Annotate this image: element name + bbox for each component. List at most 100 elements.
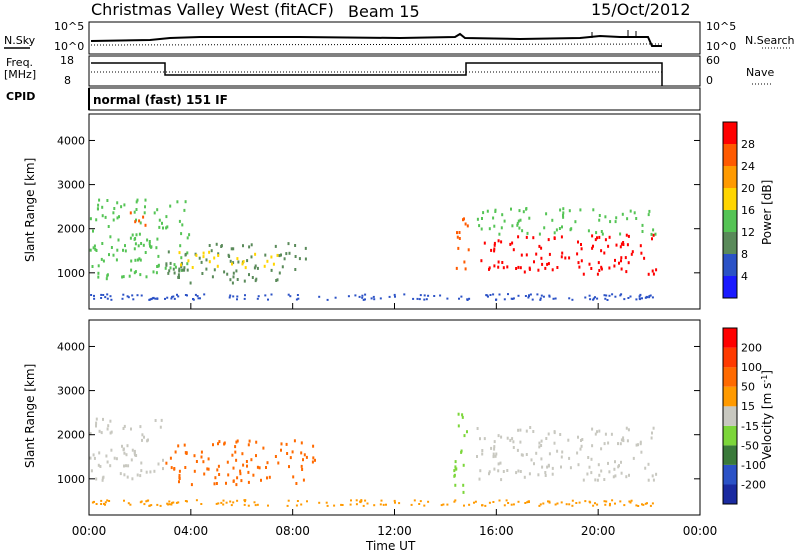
power-scatter-cell [97,275,100,279]
power-scatter-cell [195,253,198,257]
power-ground-scatter-cell [592,297,595,300]
power-scatter-cell [226,272,229,276]
velocity-scatter-cell [591,427,594,431]
power-scatter-cell [254,264,257,268]
velocity-scatter-cell [594,478,597,482]
nsearch-label: N.Search [745,34,795,47]
velocity-scatter-cell [213,482,216,486]
velocity-ground-scatter-cell [578,501,581,504]
velocity-ground-scatter-cell [548,501,551,504]
power-scatter-cell [237,260,240,264]
power-ground-scatter-cell [539,297,542,300]
power-scatter-cell [122,248,124,252]
power-scatter-cell [528,266,531,270]
power-scatter-cell [133,210,136,214]
velocity-ground-scatter-cell [604,503,607,506]
velocity-ground-scatter-cell [232,501,235,504]
power-scatter-cell [598,214,601,217]
velocity-scatter-cell [266,461,269,465]
power-scatter-cell [467,248,470,252]
power-scatter-cell [183,268,186,272]
power-ground-scatter-cell [257,295,260,298]
velocity-scatter-cell [203,472,206,476]
power-scatter-cell [497,239,500,243]
power-scatter-cell [651,269,654,273]
power-scatter-cell [93,244,96,248]
velocity-scatter-cell [488,470,491,474]
power-scatter-cell [92,246,95,250]
power-ground-scatter-cell [619,294,622,297]
velocity-scatter-cell [652,478,655,482]
power-scatter-cell [643,256,646,260]
velocity-ground-scatter-cell [172,501,175,504]
power-ground-scatter-cell [106,293,109,296]
power-colorbar-swatch [723,232,737,254]
power-scatter-cell [556,266,559,269]
power-scatter-cell [189,281,192,285]
velocity-scatter-cell [105,454,108,458]
power-scatter-cell [208,244,211,247]
velocity-ground-scatter-cell [220,501,223,504]
power-scatter-cell [652,272,655,276]
power-ground-scatter-cell [418,298,421,301]
power-scatter-cell [184,200,187,204]
power-scatter-cell [187,259,190,263]
power-scatter-cell [135,218,137,222]
velocity-scatter-cell [123,424,126,428]
power-ground-scatter-cell [419,294,422,297]
power-ground-scatter-cell [489,294,492,296]
velocity-ylabel: Slant Range [km] [23,364,37,468]
beam-label: Beam 15 [348,2,420,21]
power-scatter-cell [498,232,501,236]
velocity-scatter-cell [556,449,559,453]
velocity-scatter-cell [655,472,658,476]
power-scatter-cell [497,265,500,269]
power-scatter-cell [131,233,134,237]
power-ground-scatter-cell [358,295,361,298]
velocity-ground-scatter-cell [200,503,203,505]
power-ground-scatter-cell [176,293,178,296]
velocity-scatter-cell [493,445,496,449]
velocity-ground-scatter-cell [236,499,239,502]
velocity-ground-scatter-cell [140,500,143,503]
power-ground-scatter-cell [196,295,199,298]
velocity-scatter-cell [497,462,500,466]
velocity-scatter-cell [515,471,518,475]
velocity-ground-scatter-cell [100,499,103,502]
power-colorbar-swatch [723,166,737,188]
power-scatter-cell [562,215,565,219]
velocity-scatter-cell [288,465,290,469]
power-scatter-cell [180,256,183,260]
velocity-ground-scatter-cell [300,503,303,506]
velocity-scatter-cell [239,469,242,473]
power-scatter-cell [178,269,181,273]
velocity-scatter-cell [544,474,547,477]
velocity-scatter-cell [95,421,98,425]
power-ground-scatter-cell [297,297,300,300]
velocity-y-axis: 1000 2000 3000 4000 [57,340,700,486]
power-scatter-cell [463,217,465,221]
power-ytick-label: 3000 [57,179,85,192]
power-scatter-cell [266,259,269,263]
velocity-scatter-cell [247,470,250,474]
power-scatter-cell [633,211,636,215]
power-ground-scatter-cell [492,293,495,296]
velocity-ground-scatter-cell [147,499,150,502]
power-scatter-cell [231,262,233,266]
velocity-ground-scatter-cell [222,499,225,502]
power-ground-scatter-cell [423,298,426,301]
power-ground-scatter-cell [229,294,232,297]
power-scatter-cell [202,255,205,259]
xtick-label: 20:00 [581,524,616,538]
power-scatter-cell [95,218,98,222]
power-scatter-cell [148,240,151,243]
velocity-ground-scatter-cell [364,499,367,502]
power-scatter-cell [280,253,282,257]
power-colorbar-swatch [723,210,737,232]
velocity-ground-scatter-cell [538,504,541,507]
power-scatter-cell [217,254,220,257]
velocity-scatter-cell [295,482,298,485]
power-scatter-cell [178,251,181,255]
velocity-scatter-cell [587,456,590,459]
freq-tick-top: 18 [60,54,74,67]
